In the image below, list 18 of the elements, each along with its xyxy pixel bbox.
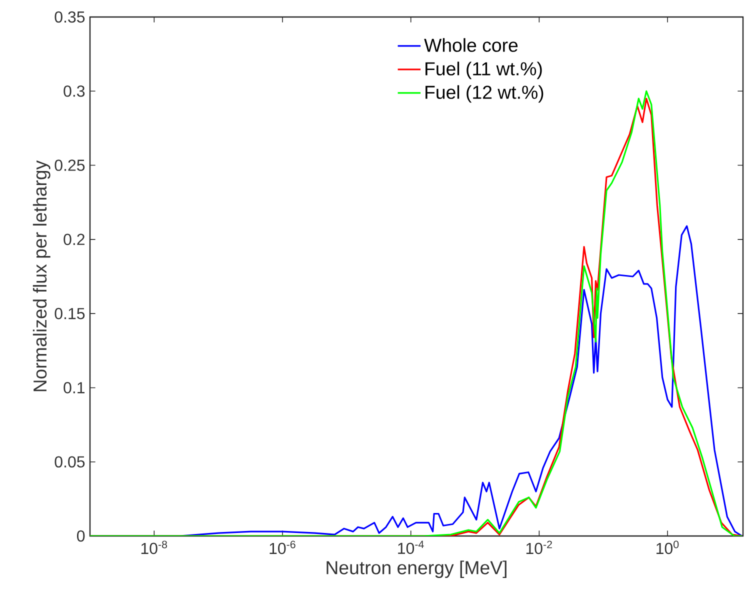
y-axis-title: Normalized flux per lethargy <box>32 160 50 392</box>
x-tick-label: 10$^{-6}$ <box>270 540 296 554</box>
x-tick-label: 10$^{-4}$ <box>398 540 424 554</box>
x-tick-label: 10$^{0}$ <box>656 540 679 554</box>
legend-label: Fuel (12 wt.%) <box>426 85 544 103</box>
y-tick-label: 0.25 <box>54 160 85 171</box>
y-tick-label: 0 <box>77 530 85 542</box>
y-tick-label: 0.35 <box>54 11 85 23</box>
x-tick-label: 10$^{-8}$ <box>141 540 167 554</box>
legend-label: Fuel (11 wt.%) <box>426 62 542 80</box>
x-tick-label: 10$^{-2}$ <box>526 540 552 554</box>
y-tick-label: 0.1 <box>64 382 84 394</box>
y-tick-label: 0.15 <box>54 308 85 320</box>
y-tick-label: 0.2 <box>64 234 84 246</box>
y-tick-label: 0.3 <box>64 85 85 97</box>
legend-label: Whole core <box>424 38 518 52</box>
x-axis-title: Neutron energy [MeV] <box>326 560 506 578</box>
y-tick-label: 0.05 <box>54 456 85 468</box>
